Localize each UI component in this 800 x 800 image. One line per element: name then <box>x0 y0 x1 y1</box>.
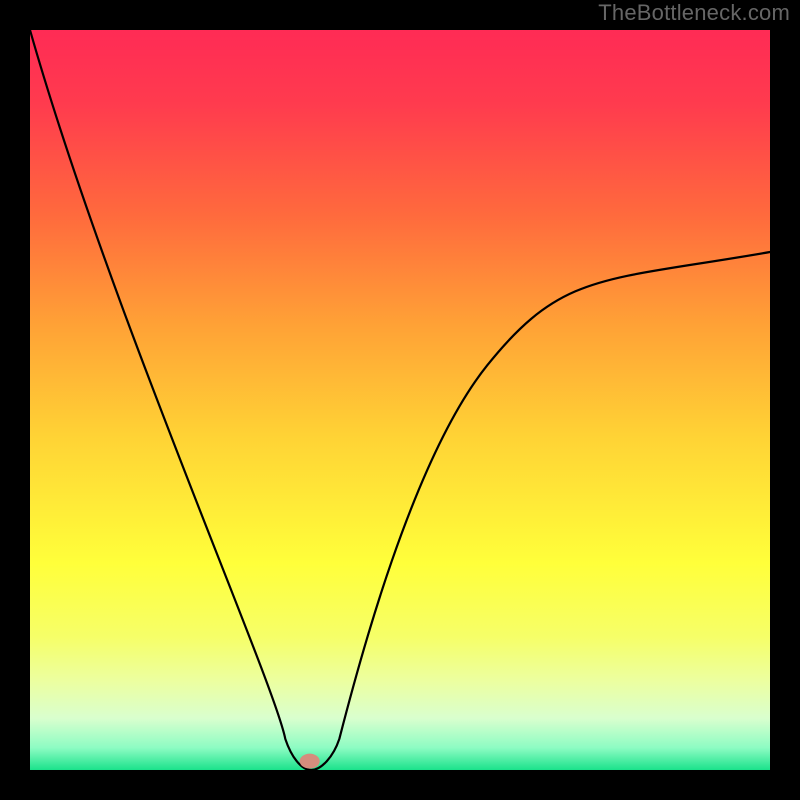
chart-container: TheBottleneck.com <box>0 0 800 800</box>
watermark-text: TheBottleneck.com <box>598 0 790 26</box>
bottleneck-chart <box>0 0 800 800</box>
